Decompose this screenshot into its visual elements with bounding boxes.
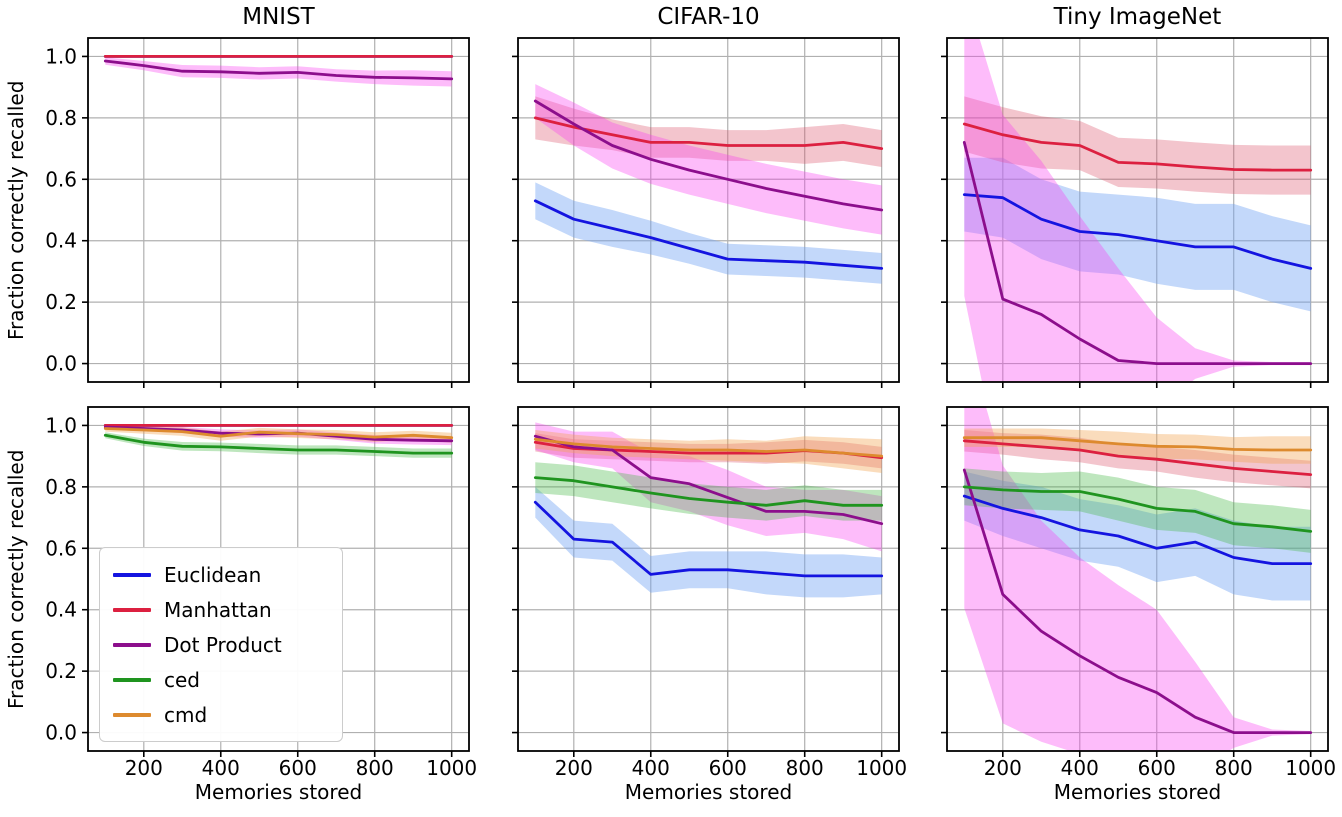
series-line xyxy=(962,468,1313,735)
x-axis-label-mnist: Memories stored xyxy=(194,780,363,804)
series-line xyxy=(533,99,884,212)
x-tick-label: 1000 xyxy=(856,756,907,780)
y-tick-label: 0.6 xyxy=(45,167,77,191)
axes-canvas xyxy=(512,37,900,388)
x-tick-label: 200 xyxy=(984,756,1022,780)
x-tick-label: 800 xyxy=(356,756,394,780)
y-tick-label: 0.8 xyxy=(45,106,77,130)
series-line xyxy=(962,436,1313,452)
confidence-band xyxy=(964,38,1311,382)
series-line xyxy=(103,433,454,455)
axes-canvas: 0.0 0.2 0.4 0.6 0.8 1.0 xyxy=(45,37,470,388)
legend-entry: Manhattan xyxy=(100,592,342,627)
legend-line-swatch xyxy=(113,712,151,717)
y-axis-label-top-row: Fraction correctly recalled xyxy=(4,80,28,340)
x-tick-label: 1000 xyxy=(426,756,477,780)
x-tick-label: 400 xyxy=(632,756,670,780)
legend-entry: ced xyxy=(100,662,342,697)
confidence-band xyxy=(535,486,882,598)
legend: Euclidean Manhattan Dot Product ced cmd xyxy=(99,547,343,742)
series-line xyxy=(533,434,884,526)
legend-line-swatch xyxy=(113,642,151,647)
series-line xyxy=(962,494,1313,566)
legend-entry: Euclidean xyxy=(100,557,342,592)
axes-spines xyxy=(517,406,900,752)
x-tick-label: 600 xyxy=(1138,756,1176,780)
axes-spines xyxy=(946,406,1329,752)
confidence-band xyxy=(535,422,882,552)
confidence-band xyxy=(964,471,1311,601)
confidence-band xyxy=(964,157,1311,312)
legend-line-swatch xyxy=(113,677,151,682)
legend-label: ced xyxy=(164,667,200,692)
subplot-cifar10-bottom: 200 400 600 800 1000 xyxy=(512,406,907,780)
legend-label: Dot Product xyxy=(164,632,282,657)
x-tick-label: 400 xyxy=(1061,756,1099,780)
series-line xyxy=(962,193,1313,270)
x-axis-label-tiny-imagenet: Memories stored xyxy=(1053,780,1222,804)
legend-line-swatch xyxy=(113,572,151,577)
axes-spines xyxy=(946,37,1329,383)
legend-label: Euclidean xyxy=(164,562,262,587)
series-line xyxy=(962,141,1313,366)
y-tick-label: 0.0 xyxy=(45,721,77,745)
confidence-band xyxy=(535,84,882,235)
confidence-band xyxy=(535,182,882,284)
series-line xyxy=(962,439,1313,476)
axes-spines xyxy=(517,37,900,383)
x-tick-label: 600 xyxy=(709,756,747,780)
subplot-cifar10-top xyxy=(512,37,900,388)
legend-label: cmd xyxy=(164,702,208,727)
x-tick-label: 800 xyxy=(1215,756,1253,780)
series-line xyxy=(533,199,884,270)
x-tick-label: 200 xyxy=(125,756,163,780)
legend-entry: cmd xyxy=(100,697,342,732)
legend-line-swatch xyxy=(113,607,151,612)
subplot-mnist-bottom: 200 400 600 800 1000 0.0 0.2 0.4 0.6 0.8 1.0 xyxy=(45,406,477,780)
x-tick-label: 400 xyxy=(202,756,240,780)
y-tick-label: 0.0 xyxy=(45,352,77,376)
y-tick-label: 0.8 xyxy=(45,475,77,499)
subplot-tiny-imagenet-bottom: 200 400 600 800 1000 xyxy=(941,406,1336,780)
axes-spines xyxy=(87,37,470,383)
x-tick-label: 200 xyxy=(555,756,593,780)
y-tick-label: 0.2 xyxy=(45,290,77,314)
confidence-band xyxy=(964,468,1311,553)
y-tick-label: 0.4 xyxy=(45,598,77,622)
x-tick-label: 1000 xyxy=(1285,756,1336,780)
axes-canvas: 200 400 600 800 1000 xyxy=(512,406,907,780)
y-tick-label: 0.4 xyxy=(45,229,77,253)
y-tick-label: 0.2 xyxy=(45,659,77,683)
axes-spines xyxy=(87,406,470,752)
legend-entry: Dot Product xyxy=(100,627,342,662)
confidence-band xyxy=(535,430,882,473)
subplot-tiny-imagenet-top xyxy=(941,37,1329,388)
subplot-title-cifar10: CIFAR-10 xyxy=(657,4,760,30)
series-line xyxy=(533,116,884,150)
subplot-mnist-top: 0.0 0.2 0.4 0.6 0.8 1.0 xyxy=(45,37,470,388)
confidence-band xyxy=(964,407,1311,751)
series-line xyxy=(533,500,884,578)
series-line xyxy=(533,476,884,507)
legend-label: Manhattan xyxy=(164,597,272,622)
series-line xyxy=(103,59,454,81)
series-line xyxy=(962,485,1313,533)
subplot-title-tiny-imagenet: Tiny ImageNet xyxy=(1053,4,1222,30)
x-tick-label: 600 xyxy=(279,756,317,780)
axes-canvas: 200 400 600 800 1000 0.0 0.2 0.4 0.6 0.8 1.0 xyxy=(45,406,477,780)
y-tick-label: 1.0 xyxy=(45,413,77,437)
x-tick-label: 800 xyxy=(786,756,824,780)
series-line xyxy=(103,427,454,440)
subplot-title-mnist: MNIST xyxy=(242,4,315,30)
axes-canvas xyxy=(941,37,1329,388)
y-tick-label: 0.6 xyxy=(45,536,77,560)
y-axis-label-bottom-row: Fraction correctly recalled xyxy=(4,449,28,709)
confidence-band xyxy=(964,430,1311,489)
axes-canvas: 200 400 600 800 1000 xyxy=(941,406,1336,780)
series-line xyxy=(962,122,1313,172)
x-axis-label-cifar10: Memories stored xyxy=(624,780,793,804)
y-tick-label: 1.0 xyxy=(45,44,77,68)
series-line xyxy=(533,437,884,458)
